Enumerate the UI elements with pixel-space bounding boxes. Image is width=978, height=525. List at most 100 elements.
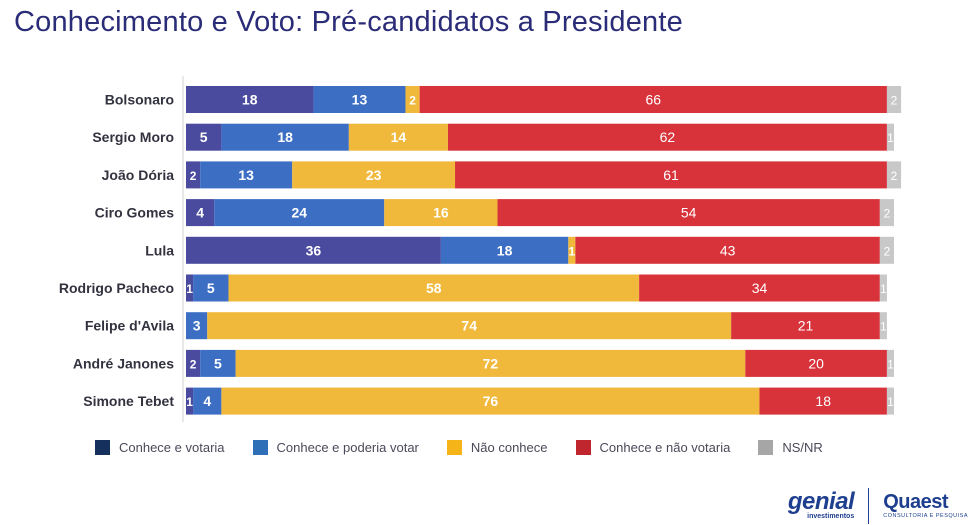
bar-value-label: 34	[752, 280, 768, 296]
bar-segment	[200, 161, 293, 189]
bar-value-label: 43	[720, 242, 736, 258]
quaest-logo-word: Quaest	[883, 491, 949, 513]
bar-segment	[745, 349, 887, 377]
bar-value-label: 58	[426, 280, 442, 296]
bar-segment	[313, 86, 406, 113]
bar-segment	[568, 236, 576, 264]
bar-value-label: 4	[203, 393, 211, 409]
bar-value-label: 1	[887, 395, 894, 409]
bar-segment	[419, 86, 887, 113]
bar-value-label: 1	[186, 395, 193, 409]
bar-value-label: 2	[891, 169, 898, 183]
bar-value-label: 72	[483, 355, 499, 371]
bar-segment	[221, 123, 349, 151]
bar-segment	[405, 86, 420, 113]
bar-value-label: 66	[645, 92, 661, 108]
bar-value-label: 61	[663, 167, 679, 183]
bar-segment	[228, 274, 640, 302]
bar-segment	[879, 274, 887, 302]
genial-logo-word: genial	[787, 488, 855, 515]
bar-segment	[221, 387, 760, 415]
bar-segment	[200, 349, 236, 377]
bar-value-label: 5	[207, 280, 215, 296]
category-label: Bolsonaro	[105, 92, 174, 108]
bar-value-label: 1	[887, 131, 894, 145]
category-label: Felipe d'Avila	[85, 318, 174, 334]
bar-segment	[214, 199, 385, 227]
bar-value-label: 23	[366, 167, 382, 183]
bar-segment	[384, 199, 498, 227]
bar-segment	[193, 387, 222, 415]
bar-value-label: 5	[200, 129, 208, 145]
legend-label: Conhece e não votaria	[599, 440, 731, 455]
bar-segment	[235, 349, 746, 377]
legend-swatch	[446, 440, 462, 455]
bar-value-label: 18	[497, 242, 513, 258]
bar-segment	[186, 123, 222, 151]
bar-segment	[886, 123, 894, 151]
legend-swatch	[95, 440, 110, 455]
bar-value-label: 2	[190, 169, 197, 183]
bar-segment	[886, 161, 902, 189]
bar-segment	[731, 312, 880, 340]
category-label: Rodrigo Pacheco	[59, 280, 174, 296]
bar-segment	[186, 349, 201, 377]
bar-segment	[207, 312, 732, 340]
category-label: Sergio Moro	[92, 129, 174, 145]
bar-value-label: 2	[190, 357, 197, 371]
bar-segment	[886, 387, 894, 415]
bar-segment	[193, 274, 229, 302]
bar-segment	[879, 199, 894, 227]
bar-segment	[575, 236, 880, 264]
legend-label: Conhece e votaria	[119, 440, 225, 455]
legend-item: NS/NR	[758, 440, 823, 455]
chart-title: Conhecimento e Voto: Pré-candidatos a Pr…	[14, 6, 683, 38]
bar-segment	[440, 236, 569, 264]
legend-label: Não conhece	[470, 440, 548, 455]
genial-logo: genial investimentos	[787, 488, 855, 521]
bar-segment	[186, 387, 194, 415]
bar-value-label: 5	[214, 355, 222, 371]
bar-value-label: 16	[433, 205, 449, 221]
legend-swatch	[575, 440, 591, 455]
bar-segment	[186, 312, 208, 340]
bar-segment	[879, 236, 894, 264]
category-label: Ciro Gomes	[95, 205, 175, 221]
category-label: André Janones	[73, 355, 174, 371]
legend-item: Conhece e poderia votar	[252, 440, 419, 455]
bar-segment	[879, 312, 887, 340]
bar-value-label: 18	[277, 129, 293, 145]
bar-value-label: 3	[193, 318, 201, 334]
quaest-logo: Quaest CONSULTORIA E PESQUISA	[883, 492, 968, 520]
bar-value-label: 1	[880, 320, 887, 334]
bar-value-label: 1	[186, 282, 193, 296]
bar-segment	[186, 199, 215, 227]
bar-segment	[186, 161, 201, 189]
genial-logo-sub: investimentos	[807, 513, 855, 520]
bar-segment	[759, 387, 887, 415]
legend-item: Conhece e não votaria	[575, 440, 731, 455]
bar-value-label: 13	[238, 167, 254, 183]
category-label: João Dória	[102, 167, 175, 183]
quaest-logo-sub: CONSULTORIA E PESQUISA	[883, 513, 968, 519]
bar-value-label: 21	[798, 318, 814, 334]
category-label: Simone Tebet	[83, 393, 174, 409]
bar-segment	[886, 349, 894, 377]
bar-value-label: 2	[409, 94, 416, 108]
bar-segment	[497, 199, 880, 227]
bar-segment	[348, 123, 448, 151]
bar-value-label: 2	[884, 244, 891, 258]
bar-value-label: 2	[884, 207, 891, 221]
bar-segment	[639, 274, 880, 302]
legend: Conhece e votaria Conhece e poderia vota…	[95, 440, 823, 455]
legend-swatch	[252, 440, 268, 455]
bar-segment	[455, 161, 887, 189]
bar-value-label: 74	[461, 318, 477, 334]
legend-label: NS/NR	[782, 440, 823, 455]
legend-item: Conhece e votaria	[95, 440, 225, 455]
bar-value-label: 54	[681, 205, 697, 221]
bar-value-label: 13	[352, 92, 368, 108]
bar-value-label: 62	[660, 129, 676, 145]
bar-segment	[292, 161, 456, 189]
logo-divider	[868, 488, 870, 524]
